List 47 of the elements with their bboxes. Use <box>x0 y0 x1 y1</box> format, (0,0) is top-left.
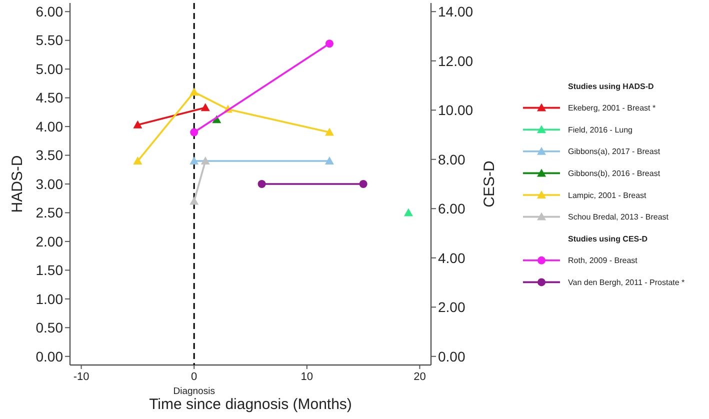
y-tick-label: 2.00 <box>36 233 64 250</box>
y-tick-label: 3.00 <box>36 176 64 192</box>
y-tick-label: 4.50 <box>36 90 64 106</box>
y-tick-label: 5.50 <box>36 32 64 48</box>
text: Studies using CES-D <box>568 234 648 244</box>
x-tick-label: 10 <box>300 371 314 383</box>
y2-tick-label: 0.00 <box>438 348 466 364</box>
legend-label: Roth, 2009 - Breast <box>568 256 638 266</box>
text: Studies using HADS-D <box>568 82 654 91</box>
legend-label: Ekeberg, 2001 - Breast * <box>568 104 656 113</box>
ref-line-label: Diagnosis <box>173 386 216 397</box>
y-axis-title: HADS-D <box>9 155 26 213</box>
y2-tick-label: 6.00 <box>438 200 466 217</box>
y-tick-label: 2.50 <box>36 204 64 221</box>
point <box>258 180 266 188</box>
y-tick-label: 0.50 <box>36 320 64 336</box>
y-tick-label: 4.00 <box>36 118 64 134</box>
legend-label: Field, 2016 - Lung <box>568 125 632 134</box>
y-tick-label: 5.00 <box>36 60 64 77</box>
y2-axis-title: CES-D <box>481 160 498 208</box>
x-tick-label: -10 <box>73 371 90 383</box>
x-axis-title: Time since diagnosis (Months) <box>149 396 352 413</box>
point <box>325 40 334 48</box>
legend-label: Van den Bergh, 2011 - Prostate * <box>568 278 685 287</box>
x-tick-label: 0 <box>191 371 198 383</box>
point <box>404 208 413 216</box>
y2-tick-label: 12.00 <box>438 52 474 69</box>
point <box>190 128 198 136</box>
y-tick-label: 6.00 <box>36 4 64 20</box>
y-tick-label: 1.00 <box>36 290 64 307</box>
y2-tick-label: 8.00 <box>438 151 466 168</box>
legend-label: Lampic, 2001 - Breast <box>568 190 648 200</box>
y-tick-label: 1.50 <box>36 262 64 278</box>
point <box>324 128 334 136</box>
point <box>359 180 368 188</box>
y2-tick-label: 14.00 <box>438 4 474 20</box>
legend-label: Gibbons(b), 2016 - Breast <box>568 169 661 178</box>
legend-label: Gibbons(a), 2017 - Breast <box>568 147 661 156</box>
x-tick-label: 20 <box>414 371 426 383</box>
point <box>133 156 142 165</box>
y2-tick-label: 2.00 <box>438 299 466 316</box>
y-tick-label: 3.50 <box>36 147 64 164</box>
y-tick-label: 0.00 <box>36 348 64 364</box>
y2-tick-label: 4.00 <box>438 250 466 266</box>
y2-tick-label: 10.00 <box>438 102 474 118</box>
point <box>190 88 199 96</box>
legend-label: Schou Bredal, 2013 - Breast <box>568 212 670 222</box>
